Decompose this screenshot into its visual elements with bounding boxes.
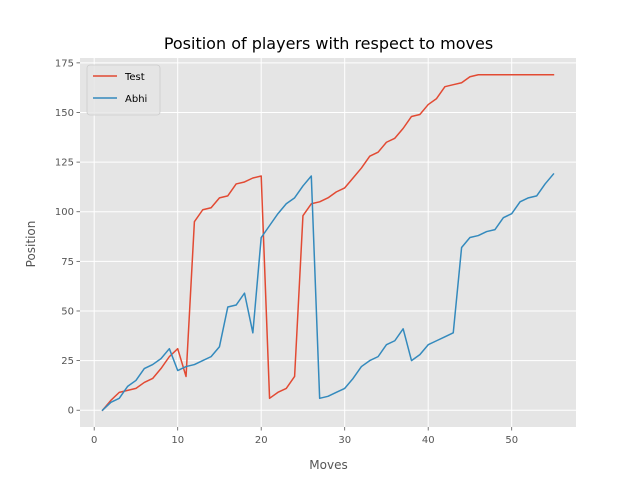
- y-axis-label: Position: [24, 221, 38, 268]
- series-line-test: [101, 74, 555, 412]
- y-tick-label: 125: [55, 158, 74, 169]
- x-tick-label: 0: [91, 435, 97, 446]
- x-tick-label: 30: [338, 435, 351, 446]
- x-axis-ticks: 0 10 20 30 40 50: [91, 427, 518, 446]
- legend-label-test: Test: [124, 72, 145, 83]
- y-tick-label: 150: [55, 108, 74, 119]
- y-axis-ticks: 0 25 50 75 100 125 150 175: [55, 58, 80, 417]
- legend-box: [86, 64, 161, 116]
- series-line-abhi: [101, 172, 555, 412]
- grid: [80, 58, 576, 427]
- chart-title: Position of players with respect to move…: [164, 34, 493, 53]
- y-tick-label: 75: [61, 257, 74, 268]
- legend-label-abhi: Abhi: [125, 94, 147, 105]
- legend: Test Abhi: [86, 64, 161, 116]
- x-tick-label: 20: [255, 435, 268, 446]
- series-layer: [101, 74, 555, 412]
- y-tick-label: 50: [61, 306, 74, 317]
- y-tick-label: 25: [61, 356, 74, 367]
- y-tick-label: 175: [55, 58, 74, 69]
- y-tick-label: 0: [68, 406, 74, 417]
- y-tick-label: 100: [55, 207, 74, 218]
- x-tick-label: 40: [422, 435, 435, 446]
- x-tick-label: 10: [171, 435, 184, 446]
- x-tick-label: 50: [505, 435, 518, 446]
- x-axis-label: Moves: [309, 458, 347, 472]
